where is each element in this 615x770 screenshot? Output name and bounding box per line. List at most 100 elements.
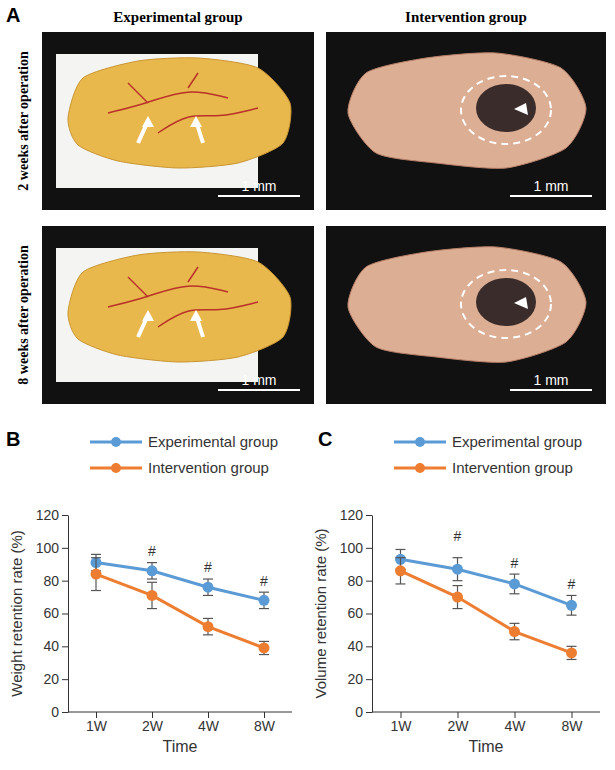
- data-point: [452, 592, 463, 603]
- error-bar-cap: [259, 592, 269, 593]
- y-tick: 60: [347, 605, 372, 621]
- y-tick-mark: [366, 581, 372, 582]
- legend-marker: [111, 463, 121, 473]
- annotation: #: [204, 559, 212, 575]
- x-axis-title: Time: [163, 738, 198, 755]
- photo: 1 mm: [42, 32, 314, 210]
- error-bar-cap: [510, 573, 520, 574]
- data-point: [259, 595, 270, 606]
- y-tick-label: 40: [347, 638, 363, 654]
- y-tick-label: 100: [36, 540, 60, 556]
- y-tick-mark: [366, 614, 372, 615]
- x-tick-label: 1W: [86, 718, 108, 734]
- y-tick: 120: [36, 507, 68, 523]
- y-tick-label: 20: [43, 671, 59, 687]
- column-header: Experimental group: [113, 9, 242, 25]
- x-axis-line: [68, 712, 292, 713]
- vessel: [188, 73, 198, 88]
- tissue: [68, 252, 291, 362]
- y-tick-mark: [366, 679, 372, 680]
- error-bar-cap: [510, 623, 520, 624]
- error-bar-cap: [259, 608, 269, 609]
- data-point: [566, 647, 577, 658]
- vessel: [158, 302, 258, 327]
- vessel: [128, 277, 148, 297]
- error-bar: [259, 592, 269, 608]
- y-tick: 20: [43, 671, 68, 687]
- tissue: [348, 247, 586, 363]
- annotation: #: [454, 528, 462, 544]
- y-tick: 0: [355, 704, 372, 720]
- data-point: [452, 564, 463, 575]
- legend-marker: [415, 463, 425, 473]
- y-tick: 80: [43, 573, 68, 589]
- series: [91, 558, 270, 655]
- legend-label: Experimental group: [148, 433, 278, 450]
- x-tick-label: 4W: [505, 718, 527, 734]
- data-point: [566, 600, 577, 611]
- y-tick-mark: [62, 515, 68, 516]
- error-bar-cap: [453, 608, 463, 609]
- photo-background: [326, 32, 606, 210]
- x-tick-label: 8W: [562, 718, 584, 734]
- legend-item: Experimental group: [394, 433, 582, 450]
- y-tick: 100: [340, 540, 372, 556]
- error-bar-cap: [567, 595, 577, 596]
- legend-item: Experimental group: [90, 433, 278, 450]
- vessel: [158, 108, 258, 133]
- scale-bar: [218, 195, 300, 197]
- arrow-head: [190, 116, 202, 127]
- y-tick-mark: [366, 515, 372, 516]
- chart-panel: CExperimental groupIntervention group020…: [312, 428, 600, 755]
- scale-bar-label: 1 mm: [534, 178, 569, 194]
- legend-label: Intervention group: [148, 459, 269, 476]
- data-point: [147, 590, 158, 601]
- error-bar: [453, 586, 463, 609]
- error-bar: [567, 595, 577, 615]
- y-tick-mark: [62, 581, 68, 582]
- necrotic-area: [476, 278, 536, 326]
- tissue: [68, 58, 291, 168]
- error-bar-cap: [147, 608, 157, 609]
- series: [395, 558, 577, 660]
- y-tick-mark: [62, 548, 68, 549]
- annotation: #: [148, 543, 156, 559]
- y-tick-label: 120: [36, 507, 60, 523]
- series-line: [96, 574, 264, 648]
- annotation: #: [568, 576, 576, 592]
- plot-area: [91, 554, 270, 654]
- error-bar-cap: [396, 583, 406, 584]
- vessel: [188, 267, 198, 282]
- y-tick-label: 100: [340, 540, 364, 556]
- scale-bar-label: 1 mm: [242, 178, 277, 194]
- y-tick: 60: [43, 605, 68, 621]
- annotation: #: [511, 555, 519, 571]
- error-bar: [147, 563, 157, 579]
- chart-panel: BExperimental groupIntervention group020…: [6, 428, 292, 755]
- error-bar-cap: [510, 639, 520, 640]
- x-tick: 8W: [254, 712, 276, 734]
- plot-area: [395, 549, 577, 659]
- panel-label: A: [6, 4, 20, 26]
- x-tick-label: 1W: [391, 718, 413, 734]
- y-tick-mark: [366, 712, 372, 713]
- column-header: Intervention group: [405, 9, 527, 25]
- y-tick-label: 60: [347, 605, 363, 621]
- y-tick-label: 0: [51, 704, 59, 720]
- x-tick: 1W: [86, 712, 108, 734]
- scale-bar: [510, 389, 592, 391]
- y-axis-line: [372, 516, 373, 713]
- y-tick-mark: [366, 548, 372, 549]
- data-point: [395, 565, 406, 576]
- x-tick: 4W: [505, 712, 527, 734]
- series-line: [401, 571, 572, 653]
- error-bar-cap: [396, 549, 406, 550]
- photo: 1 mm: [42, 226, 314, 404]
- y-tick: 20: [347, 671, 372, 687]
- data-point: [259, 642, 270, 653]
- error-bar: [147, 582, 157, 608]
- arrow-head: [514, 297, 528, 309]
- y-tick: 100: [36, 540, 68, 556]
- y-tick: 40: [347, 638, 372, 654]
- legend-label: Experimental group: [452, 433, 582, 450]
